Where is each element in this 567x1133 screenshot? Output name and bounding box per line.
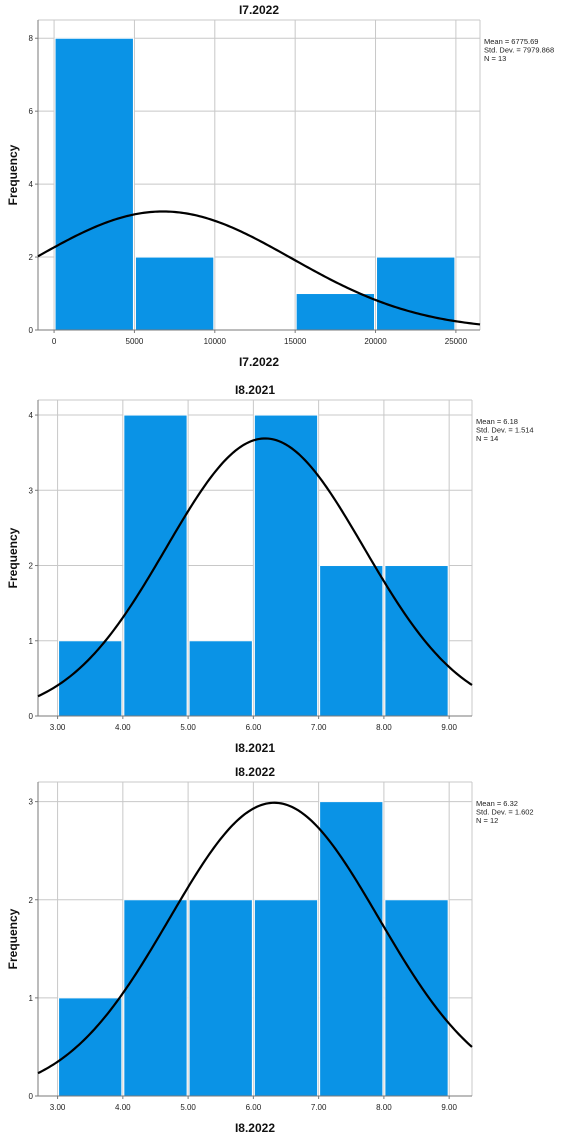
stats-legend-line: Mean = 6775.69: [484, 37, 538, 46]
x-tick-label: 4.00: [115, 1103, 131, 1112]
y-tick-label: 2: [29, 562, 34, 571]
y-tick-label: 3: [29, 798, 34, 807]
histogram-bar: [134, 256, 215, 331]
stats-legend-line: Mean = 6.32: [476, 799, 518, 808]
chart-title: I8.2021: [235, 383, 275, 397]
histogram-bar: [58, 640, 123, 717]
x-tick-label: 7.00: [311, 723, 327, 732]
histogram-bar: [123, 899, 188, 1097]
histogram-bar: [188, 640, 253, 717]
histogram-bar: [319, 801, 384, 1097]
x-tick-label: 4.00: [115, 723, 131, 732]
normal-curve: [37, 437, 473, 698]
x-tick-label: 0: [52, 337, 57, 346]
x-tick-label: 6.00: [246, 723, 262, 732]
x-axis-label: I8.2022: [235, 1121, 275, 1133]
y-tick-label: 8: [29, 34, 34, 43]
x-tick-label: 6.00: [246, 1103, 262, 1112]
stats-legend-line: N = 14: [476, 434, 498, 443]
x-tick-label: 9.00: [441, 723, 457, 732]
x-tick-label: 8.00: [376, 723, 392, 732]
y-tick-label: 1: [29, 637, 34, 646]
stats-legend-line: Std. Dev. = 7979.868: [484, 46, 554, 55]
x-tick-label: 20000: [364, 337, 387, 346]
normal-curve: [37, 210, 481, 326]
stats-legend-line: Mean = 6.18: [476, 417, 518, 426]
y-tick-label: 1: [29, 994, 34, 1003]
histogram-bar: [54, 37, 134, 331]
y-tick-label: 2: [29, 253, 34, 262]
x-tick-label: 7.00: [311, 1103, 327, 1112]
stats-legend-line: Std. Dev. = 1.514: [476, 426, 534, 435]
histogram-panel-1: 0 5000 10000 15000 20000 25000 0 2 4 6 8 I7.2022 I7.…: [6, 3, 554, 369]
histogram-bar: [295, 293, 376, 331]
y-tick-label: 4: [29, 411, 34, 420]
x-tick-label: 15000: [284, 337, 307, 346]
y-tick-label: 3: [29, 486, 34, 495]
stats-legend-line: N = 13: [484, 54, 506, 63]
x-tick-label: 25000: [445, 337, 468, 346]
stats-legend-line: Std. Dev. = 1.602: [476, 808, 534, 817]
histogram-bar: [253, 899, 319, 1097]
histogram-panel-3: 3.00 4.00 5.00 6.00 7.00 8.00 9.00 0 1 2 3 I8.2022 I…: [6, 765, 534, 1133]
histogram-bar: [188, 899, 253, 1097]
y-tick-label: 0: [29, 1092, 34, 1101]
chart-title: I7.2022: [239, 3, 279, 17]
histogram-bar: [319, 565, 384, 717]
histogram-panel-2: 3.00 4.00 5.00 6.00 7.00 8.00 9.00 0 1 2 3 4 I8.2021…: [6, 383, 534, 755]
x-tick-label: 5.00: [180, 723, 196, 732]
normal-curve: [37, 801, 473, 1075]
y-axis-label: Frequency: [6, 527, 20, 588]
y-tick-label: 6: [29, 107, 34, 116]
y-tick-label: 0: [29, 326, 34, 335]
stats-legend-line: N = 12: [476, 816, 498, 825]
y-tick-label: 2: [29, 896, 34, 905]
x-tick-label: 5.00: [180, 1103, 196, 1112]
x-axis-label: I7.2022: [239, 355, 279, 369]
y-tick-label: 0: [29, 712, 34, 721]
x-tick-label: 9.00: [441, 1103, 457, 1112]
x-tick-label: 8.00: [376, 1103, 392, 1112]
y-axis-label: Frequency: [6, 144, 20, 205]
histogram-bar: [58, 997, 123, 1097]
x-tick-label: 3.00: [50, 1103, 66, 1112]
x-tick-label: 5000: [126, 337, 144, 346]
histogram-bar: [384, 899, 449, 1097]
chart-title: I8.2022: [235, 765, 275, 779]
y-axis-label: Frequency: [6, 908, 20, 969]
y-tick-label: 4: [29, 180, 34, 189]
x-tick-label: 10000: [204, 337, 227, 346]
x-axis-label: I8.2021: [235, 741, 275, 755]
x-tick-label: 3.00: [50, 723, 66, 732]
histogram-bar: [253, 414, 319, 717]
histogram-bar: [384, 565, 449, 717]
